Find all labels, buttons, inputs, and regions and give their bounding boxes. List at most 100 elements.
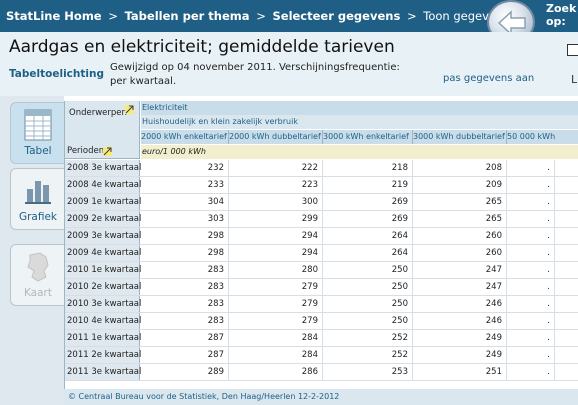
table-cell: 300 xyxy=(229,194,323,210)
table-row: 2011 3e kwartaal 289 286 253 251. xyxy=(65,364,578,381)
table-body: 2008 3e kwartaal 232 222 218 208. 2008 4e kwa… xyxy=(65,160,578,381)
table-cell: 232 xyxy=(141,160,229,176)
tabeltoelichting-link[interactable]: Tabeltoelichting xyxy=(9,68,104,80)
tab-grafiek[interactable]: Grafiek xyxy=(10,168,64,230)
table-cell: 287 xyxy=(141,347,229,363)
modified-line1: Gewijzigd op 04 november 2011. Verschijn… xyxy=(110,62,400,73)
table-cell: . xyxy=(507,194,555,210)
table-cell: 269 xyxy=(323,211,413,227)
resize-arrow-icon[interactable] xyxy=(103,147,112,156)
table-cell: 246 xyxy=(413,296,507,312)
breadcrumb-selecteer[interactable]: Selecteer gegevens xyxy=(272,9,401,23)
table-cell: 294 xyxy=(229,245,323,261)
data-table: Onderwerpen Perioden Elektriciteit Huish… xyxy=(64,101,578,405)
table-cell: 294 xyxy=(229,228,323,244)
table-cell: 265 xyxy=(413,211,507,227)
tab-tabel-label: Tabel xyxy=(24,145,52,157)
column-header[interactable]: 2000 kWh enkeltarief xyxy=(141,130,229,144)
column-header[interactable]: 50 000 kWh xyxy=(507,132,556,141)
title-area: Aardgas en elektriciteit; gemiddelde tar… xyxy=(0,32,578,96)
table-cell: 264 xyxy=(323,228,413,244)
copyright-footer: © Centraal Bureau voor de Statistiek, De… xyxy=(64,389,578,405)
table-cell: 208 xyxy=(413,160,507,176)
column-header[interactable]: 3000 kWh enkeltarief xyxy=(323,130,413,144)
table-cell: 252 xyxy=(323,330,413,346)
view-tabs-panel: Tabel Grafiek Kaart xyxy=(0,96,64,405)
table-cell: 299 xyxy=(229,211,323,227)
table-row: 2011 2e kwartaal 287 284 252 249. xyxy=(65,347,578,364)
subsubject-header[interactable]: Huishoudelijk en klein zakelijk verbruik xyxy=(141,115,578,129)
table-cell: 283 xyxy=(141,313,229,329)
tab-tabel[interactable]: Tabel xyxy=(10,102,64,164)
table-cell: 250 xyxy=(323,279,413,295)
period-label[interactable]: 2010 4e kwartaal xyxy=(65,313,141,329)
table-cell: . xyxy=(507,177,555,193)
table-icon xyxy=(24,109,52,144)
column-header[interactable]: 2000 kWh dubbeltarief xyxy=(229,130,323,144)
period-label[interactable]: 2010 1e kwartaal xyxy=(65,262,141,278)
period-label[interactable]: 2008 4e kwartaal xyxy=(65,177,141,193)
breadcrumb-statline-home[interactable]: StatLine Home xyxy=(6,9,102,23)
table-cell: 298 xyxy=(141,245,229,261)
table-row: 2010 2e kwartaal 283 279 250 247. xyxy=(65,279,578,296)
map-icon xyxy=(24,251,52,286)
table-cell: 247 xyxy=(413,262,507,278)
table-cell: 251 xyxy=(413,364,507,380)
table-row: 2008 4e kwartaal 233 223 219 209. xyxy=(65,177,578,194)
table-cell: 222 xyxy=(229,160,323,176)
side-letter[interactable]: L xyxy=(571,73,578,86)
table-cell: 219 xyxy=(323,177,413,193)
table-cell: 252 xyxy=(323,347,413,363)
onderwerpen-label[interactable]: Onderwerpen xyxy=(69,108,127,118)
table-cell: 218 xyxy=(323,160,413,176)
tab-kaart[interactable]: Kaart xyxy=(10,244,64,306)
subject-header[interactable]: Elektriciteit xyxy=(141,101,578,115)
pas-gegevens-aan-link[interactable]: pas gegevens aan xyxy=(443,73,535,84)
panel-icon[interactable] xyxy=(567,44,578,56)
table-cell: 223 xyxy=(229,177,323,193)
tab-kaart-label: Kaart xyxy=(23,287,52,299)
period-label[interactable]: 2008 3e kwartaal xyxy=(65,160,141,176)
period-label[interactable]: 2009 3e kwartaal xyxy=(65,228,141,244)
page-title: Aardgas en elektriciteit; gemiddelde tar… xyxy=(9,37,395,57)
table-row: 2009 2e kwartaal 303 299 269 265. xyxy=(65,211,578,228)
table-cell: 298 xyxy=(141,228,229,244)
table-row: 2009 4e kwartaal 298 294 264 260. xyxy=(65,245,578,262)
modified-info: Gewijzigd op 04 november 2011. Verschijn… xyxy=(110,61,440,89)
table-cell: 249 xyxy=(413,330,507,346)
table-cell: . xyxy=(507,364,555,380)
perioden-label[interactable]: Perioden xyxy=(67,146,105,156)
table-cell: 246 xyxy=(413,313,507,329)
table-row: 2010 1e kwartaal 283 280 250 247. xyxy=(65,262,578,279)
period-label[interactable]: 2011 2e kwartaal xyxy=(65,347,141,363)
period-label[interactable]: 2010 3e kwartaal xyxy=(65,296,141,312)
period-label[interactable]: 2009 4e kwartaal xyxy=(65,245,141,261)
breadcrumb-tabellen[interactable]: Tabellen per thema xyxy=(124,9,250,23)
breadcrumb: StatLine Home > Tabellen per thema > Sel… xyxy=(6,9,509,23)
period-label[interactable]: 2011 1e kwartaal xyxy=(65,330,141,346)
table-row: 2010 4e kwartaal 283 279 250 246. xyxy=(65,313,578,330)
tab-grafiek-label: Grafiek xyxy=(18,211,58,223)
table-cell: 247 xyxy=(413,279,507,295)
table-cell: 264 xyxy=(323,245,413,261)
table-cell: 286 xyxy=(229,364,323,380)
breadcrumb-separator: > xyxy=(406,9,417,23)
search-label: Zoek op: xyxy=(546,2,576,28)
period-label[interactable]: 2009 1e kwartaal xyxy=(65,194,141,210)
search-label-line2: op: xyxy=(546,15,566,28)
table-cell: 250 xyxy=(323,313,413,329)
resize-arrow-icon[interactable] xyxy=(125,105,134,114)
table-row: 2009 1e kwartaal 304 300 269 265. xyxy=(65,194,578,211)
period-label[interactable]: 2010 2e kwartaal xyxy=(65,279,141,295)
period-label[interactable]: 2009 2e kwartaal xyxy=(65,211,141,227)
table-cell: . xyxy=(507,347,555,363)
column-headers: 2000 kWh enkeltarief 2000 kWh dubbeltari… xyxy=(141,130,578,144)
table-cell: . xyxy=(507,279,555,295)
period-label[interactable]: 2011 3e kwartaal xyxy=(65,364,141,380)
table-cell: 283 xyxy=(141,279,229,295)
column-header[interactable]: 3000 kWh dubbeltarief xyxy=(413,130,507,144)
chart-icon xyxy=(24,175,52,210)
table-cell: 249 xyxy=(413,347,507,363)
table-cell: 265 xyxy=(413,194,507,210)
modified-line2: per kwartaal. xyxy=(110,76,177,87)
